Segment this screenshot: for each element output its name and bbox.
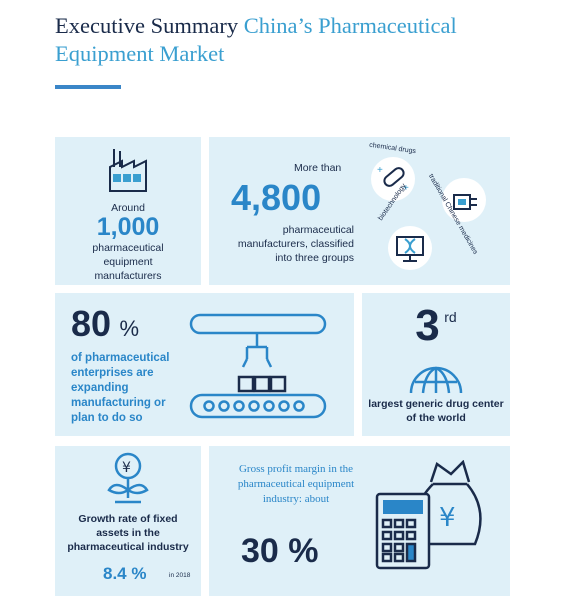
- globe-icon: [407, 353, 465, 397]
- panel-expanding: 80 % of pharmaceutical enterprises are e…: [55, 293, 354, 436]
- manufacturers-value: 1,000: [96, 213, 160, 241]
- money-plant-icon: ¥: [103, 450, 153, 506]
- robot-arm-icon: [439, 175, 489, 225]
- margin-label: Gross profit margin in the pharmaceutica…: [237, 463, 355, 505]
- svg-text:¥: ¥: [122, 460, 131, 476]
- svg-text:+: +: [403, 183, 409, 194]
- manufacturers-label: pharmaceutical equipment manufacturers: [92, 242, 164, 282]
- expanding-unit: %: [119, 316, 140, 341]
- growth-note: in 2018: [169, 572, 191, 579]
- rank-value: 3: [415, 301, 440, 350]
- groups-label: pharmaceutical manufacturers, classified…: [237, 224, 354, 264]
- panel-margin: Gross profit margin in the pharmaceutica…: [209, 446, 510, 596]
- conveyor-belt-icon: [187, 307, 332, 425]
- panel-manufacturers: Around 1,000 pharmaceutical equipment ma…: [55, 137, 201, 285]
- pill-icon: + +: [367, 151, 419, 203]
- growth-label: Growth rate of fixed assets in the pharm…: [67, 513, 189, 553]
- rank-value-row: 3 rd: [362, 301, 510, 351]
- dna-monitor-icon: [385, 223, 435, 273]
- panel-rank: 3 rd largest generic drug center of the …: [362, 293, 510, 436]
- panel-growth: ¥ Growth rate of fixed assets in the pha…: [55, 446, 201, 596]
- rank-label: largest generic drug center of the world: [368, 398, 504, 424]
- svg-text:+: +: [377, 165, 383, 176]
- groups-value: 4,800: [231, 177, 322, 218]
- page-title: Executive Summary China’s Pharmaceutical…: [55, 12, 535, 68]
- title-underline: [55, 85, 121, 89]
- calculator-money-bag-icon: ¥: [367, 460, 487, 580]
- expanding-value-row: 80 %: [71, 303, 139, 345]
- expanding-label: of pharmaceutical enterprises are expand…: [71, 352, 170, 424]
- groups-prefix: More than: [294, 162, 342, 174]
- expanding-value: 80: [71, 303, 112, 344]
- title-part2: China’s Pharmaceutical Equipment Market: [55, 13, 457, 66]
- margin-value: 30 %: [241, 532, 319, 570]
- svg-text:¥: ¥: [439, 503, 456, 533]
- title-part1: Executive Summary: [55, 13, 239, 38]
- factory-icon: [108, 145, 152, 193]
- growth-value: 8.4 %: [103, 564, 147, 583]
- manufacturers-prefix: Around: [111, 202, 145, 214]
- panel-groups: More than 4,800 pharmaceutical manufactu…: [209, 137, 510, 285]
- rank-suffix: rd: [444, 309, 457, 325]
